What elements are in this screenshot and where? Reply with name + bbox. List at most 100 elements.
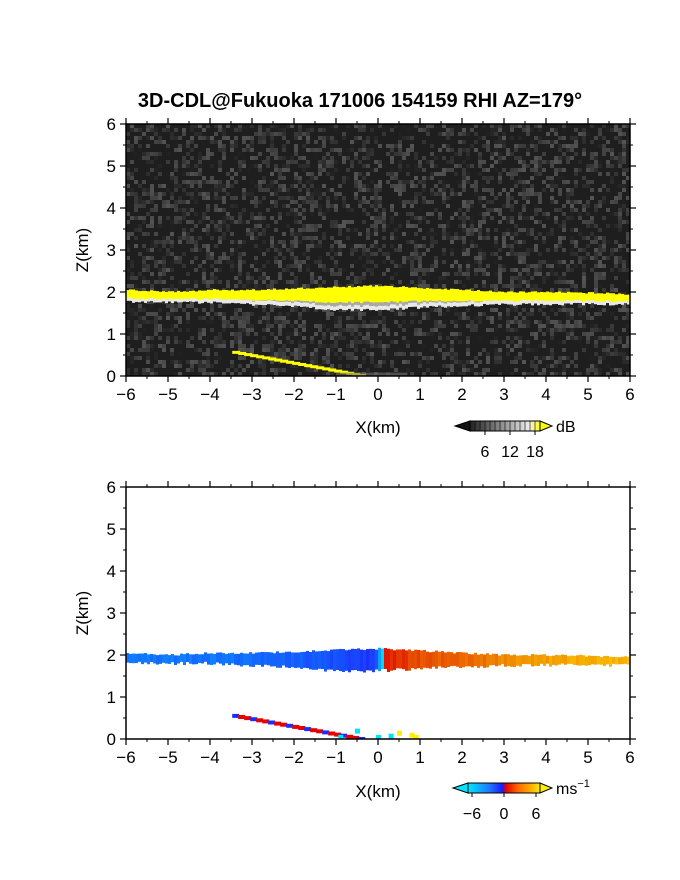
noise-cell xyxy=(182,208,186,212)
noise-cell xyxy=(334,320,338,324)
noise-cell xyxy=(254,164,258,168)
layer-core-column xyxy=(411,287,414,301)
noise-cell xyxy=(214,204,218,208)
noise-cell xyxy=(362,324,366,328)
noise-cell xyxy=(134,140,138,144)
noise-cell xyxy=(602,148,606,152)
layer-fringe-column xyxy=(441,302,444,307)
velocity-column xyxy=(378,647,381,672)
noise-cell xyxy=(150,124,154,128)
noise-cell xyxy=(618,372,622,376)
noise-cell xyxy=(218,180,222,184)
noise-cell xyxy=(410,372,414,376)
noise-cell xyxy=(438,224,442,228)
noise-cell xyxy=(414,124,418,128)
noise-cell xyxy=(238,308,242,312)
velocity-column xyxy=(225,653,228,664)
velocity-streak-segment xyxy=(310,728,318,733)
noise-cell xyxy=(382,132,386,136)
layer-fringe-column xyxy=(537,301,540,306)
noise-cell xyxy=(146,128,150,132)
velocity-streak-segment xyxy=(352,735,360,739)
noise-cell xyxy=(310,240,314,244)
y-tick-label: 4 xyxy=(107,199,116,218)
noise-cell xyxy=(498,312,502,316)
noise-cell xyxy=(166,144,170,148)
layer-fringe-column xyxy=(624,299,627,304)
noise-cell xyxy=(258,268,262,272)
noise-cell xyxy=(378,360,382,364)
noise-cell xyxy=(586,252,590,256)
noise-cell xyxy=(546,324,550,328)
noise-cell xyxy=(474,124,478,128)
noise-cell xyxy=(446,128,450,132)
noise-cell xyxy=(378,144,382,148)
noise-cell xyxy=(462,368,466,372)
noise-cell xyxy=(538,128,542,132)
noise-cell xyxy=(278,212,282,216)
noise-cell xyxy=(222,200,226,204)
noise-cell xyxy=(370,356,374,360)
noise-cell xyxy=(126,368,130,372)
noise-cell xyxy=(506,284,510,288)
noise-cell xyxy=(450,336,454,340)
noise-cell xyxy=(458,192,462,196)
y-tick-label: 3 xyxy=(107,241,116,260)
noise-cell xyxy=(366,336,370,340)
layer-core-column xyxy=(357,285,360,302)
layer-fringe-column xyxy=(192,297,195,302)
noise-cell xyxy=(378,344,382,348)
noise-cell xyxy=(458,360,462,364)
noise-cell xyxy=(326,152,330,156)
layer-core-column xyxy=(174,292,177,299)
noise-cell xyxy=(238,344,242,348)
noise-cell xyxy=(402,156,406,160)
layer-core-column xyxy=(453,288,456,301)
noise-cell xyxy=(290,324,294,328)
y-tick-label: 4 xyxy=(107,562,116,581)
noise-cell xyxy=(562,324,566,328)
layer-fringe-column xyxy=(147,297,150,302)
noise-cell xyxy=(330,140,334,144)
noise-cell xyxy=(346,236,350,240)
noise-cell xyxy=(254,244,258,248)
noise-cell xyxy=(622,124,626,128)
noise-cell xyxy=(178,208,182,212)
layer-core-column xyxy=(339,287,342,302)
noise-cell xyxy=(202,340,206,344)
noise-cell xyxy=(598,360,602,364)
noise-cell xyxy=(254,360,258,364)
noise-cell xyxy=(282,324,286,328)
noise-cell xyxy=(490,156,494,160)
noise-cell xyxy=(254,220,258,224)
noise-cell xyxy=(182,216,186,220)
noise-cell xyxy=(510,308,514,312)
noise-cell xyxy=(222,208,226,212)
noise-cell xyxy=(590,328,594,332)
layer-core-column xyxy=(585,293,588,301)
noise-cell xyxy=(498,144,502,148)
noise-cell xyxy=(506,348,510,352)
noise-cell xyxy=(478,256,482,260)
noise-cell xyxy=(194,196,198,200)
noise-cell xyxy=(626,316,630,320)
layer-fringe-column xyxy=(450,302,453,307)
noise-cell xyxy=(354,260,358,264)
noise-cell xyxy=(446,280,450,284)
noise-cell xyxy=(614,276,618,280)
noise-cell xyxy=(302,168,306,172)
velocity-column xyxy=(333,649,336,672)
noise-cell xyxy=(286,164,290,168)
noise-cell xyxy=(202,260,206,264)
noise-cell xyxy=(178,352,182,356)
layer-core-column xyxy=(210,290,213,300)
noise-cell xyxy=(334,128,338,132)
layer-core-column xyxy=(402,286,405,303)
noise-cell xyxy=(478,268,482,272)
noise-cell xyxy=(546,248,550,252)
noise-cell xyxy=(222,188,226,192)
noise-cell xyxy=(466,316,470,320)
noise-cell xyxy=(622,308,626,312)
noise-cell xyxy=(190,236,194,240)
noise-cell xyxy=(230,240,234,244)
